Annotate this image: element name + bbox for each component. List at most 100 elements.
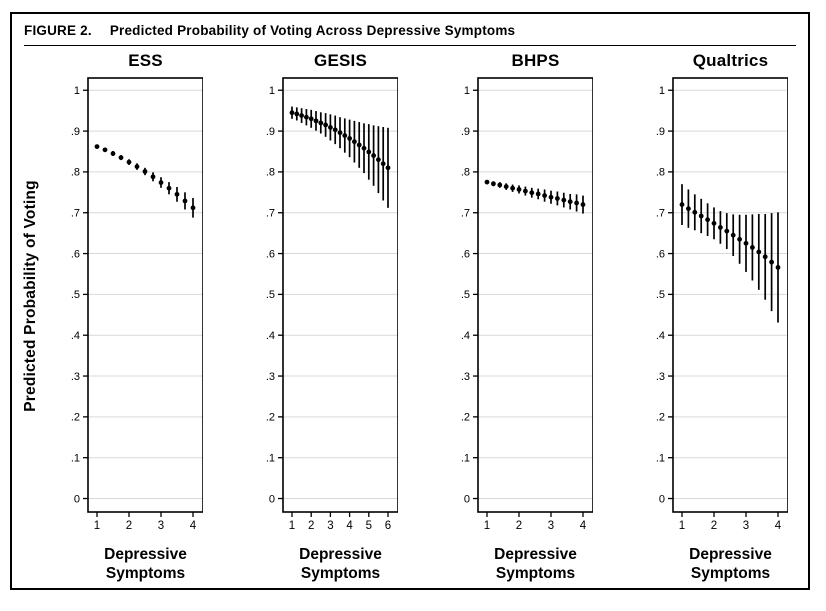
x-tick-label: 2 [516, 520, 522, 532]
figure-number-label: FIGURE 2. [24, 23, 92, 38]
x-tick-label: 2 [126, 520, 132, 532]
data-point [762, 254, 768, 260]
plot-border [87, 77, 203, 513]
data-point [134, 164, 140, 169]
plot-area-ess: 0 .1 .2 .3 .4 .5 .6 .7 .8 .9 1 1 2 3 4 [71, 77, 203, 532]
panel-gesis: GESIS 0 .1 .2 .3 .4 .5 .6 .7 .8 .9 1 1 2 3 4 5 6 Depress… [245, 49, 398, 583]
y-tick-label: .2 [266, 412, 275, 424]
y-tick-label: .6 [266, 248, 275, 260]
figure-title-text: Predicted Probability of Voting Across D… [109, 23, 516, 38]
y-tick-label: .4 [656, 330, 665, 342]
y-tick-label: .2 [461, 412, 470, 424]
y-ticks: 0 .1 .2 .3 .4 .5 .6 .7 .8 .9 1 [71, 85, 88, 505]
error-bars [96, 144, 194, 218]
data-point [711, 220, 717, 226]
data-point [313, 118, 319, 124]
data-point [299, 113, 304, 118]
data-points [679, 202, 781, 270]
x-ticks: 1 2 3 4 [94, 512, 197, 532]
x-tick-label: 4 [346, 520, 353, 532]
figure-frame: FIGURE 2. Predicted Probability of Voting… [10, 12, 810, 590]
y-axis-title-column: Predicted Probability of Voting [12, 49, 50, 583]
x-ticks: 1 2 3 4 [484, 512, 587, 532]
y-tick-label: 1 [464, 85, 470, 97]
y-tick-label: .2 [71, 412, 80, 424]
y-tick-label: .3 [461, 371, 470, 383]
x-axis-label-gesis: Depressive Symptoms [299, 546, 382, 582]
plot-area-gesis: 0 .1 .2 .3 .4 .5 .6 .7 .8 .9 1 1 2 3 4 5 6 [266, 77, 398, 532]
panel-title-bhps: BHPS [511, 51, 560, 70]
y-ticks: 0 .1 .2 .3 .4 .5 .6 .7 .8 .9 1 [266, 85, 283, 505]
y-tick-label: .3 [71, 371, 80, 383]
y-tick-label: 1 [269, 85, 275, 97]
data-point [510, 185, 515, 191]
y-tick-label: .9 [71, 126, 80, 138]
x-tick-label: 4 [775, 520, 782, 532]
x-tick-label: 1 [484, 520, 490, 532]
data-point [182, 198, 188, 204]
data-point [118, 155, 124, 161]
figure-body: Predicted Probability of Voting ESS 0 .1.… [12, 49, 808, 583]
y-tick-label: .7 [266, 208, 275, 220]
panel-title-qualtrics: Qualtrics [692, 51, 769, 70]
y-tick-label: .3 [656, 371, 665, 383]
y-tick-label: .9 [656, 126, 665, 138]
data-point [323, 122, 328, 128]
x-axis-label-bhps: Depressive Symptoms [494, 546, 577, 582]
y-tick-label: 1 [74, 85, 80, 97]
y-tick-label: .7 [656, 208, 665, 220]
data-point [769, 259, 774, 265]
x-tick-label: 3 [327, 520, 333, 532]
y-tick-label: .7 [461, 208, 470, 220]
x-ticks: 1 2 3 4 5 6 [289, 512, 391, 532]
data-point [366, 149, 372, 155]
data-point [523, 188, 528, 194]
data-point [166, 185, 172, 191]
data-point [150, 174, 156, 180]
data-point [318, 120, 324, 126]
panel-qualtrics: Qualtrics 0 .1 .2 .3 .4 .5 .6 .7 .8 .9 1 1 2 3 4 Depre… [635, 49, 788, 583]
data-point [102, 147, 108, 153]
data-point [756, 249, 762, 255]
data-points [289, 110, 391, 171]
y-tick-label: .9 [461, 126, 470, 138]
y-tick-label: .9 [266, 126, 275, 138]
x-tick-label: 6 [385, 520, 391, 532]
x-tick-label: 3 [743, 520, 749, 532]
gridlines [283, 89, 398, 500]
y-tick-label: .7 [71, 208, 80, 220]
y-tick-label: .2 [656, 412, 665, 424]
data-point [126, 159, 132, 165]
x-axis-label-ess: Depressive Symptoms [104, 546, 187, 582]
y-tick-label: .1 [461, 452, 470, 464]
data-point [110, 151, 116, 156]
x-tick-label: 5 [366, 520, 372, 532]
y-tick-label: .8 [266, 167, 275, 179]
figure-header: FIGURE 2. Predicted Probability of Voting… [12, 14, 808, 46]
y-tick-label: 1 [659, 85, 665, 97]
y-tick-label: .4 [461, 330, 470, 342]
data-point [308, 116, 314, 122]
data-point [692, 209, 698, 215]
data-point [304, 114, 309, 120]
data-point [142, 169, 148, 174]
data-point [342, 133, 348, 138]
y-tick-label: .6 [71, 248, 80, 260]
y-ticks: 0 .1 .2 .3 .4 .5 .6 .7 .8 .9 1 [461, 85, 478, 505]
data-point [561, 197, 567, 203]
data-point [743, 240, 749, 246]
data-point [289, 110, 295, 116]
y-tick-label: .5 [266, 289, 275, 301]
y-tick-label: .4 [71, 330, 80, 342]
data-point [698, 213, 704, 219]
y-tick-label: .8 [71, 167, 80, 179]
data-point [730, 232, 736, 238]
x-tick-label: 4 [580, 520, 587, 532]
data-point [679, 202, 685, 207]
y-tick-label: .5 [461, 289, 470, 301]
data-point [356, 142, 362, 148]
y-tick-label: 0 [464, 493, 470, 505]
data-point [750, 245, 755, 250]
panel-title-ess: ESS [128, 51, 163, 70]
